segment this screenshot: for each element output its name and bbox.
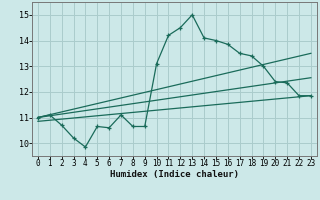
X-axis label: Humidex (Indice chaleur): Humidex (Indice chaleur) — [110, 170, 239, 179]
